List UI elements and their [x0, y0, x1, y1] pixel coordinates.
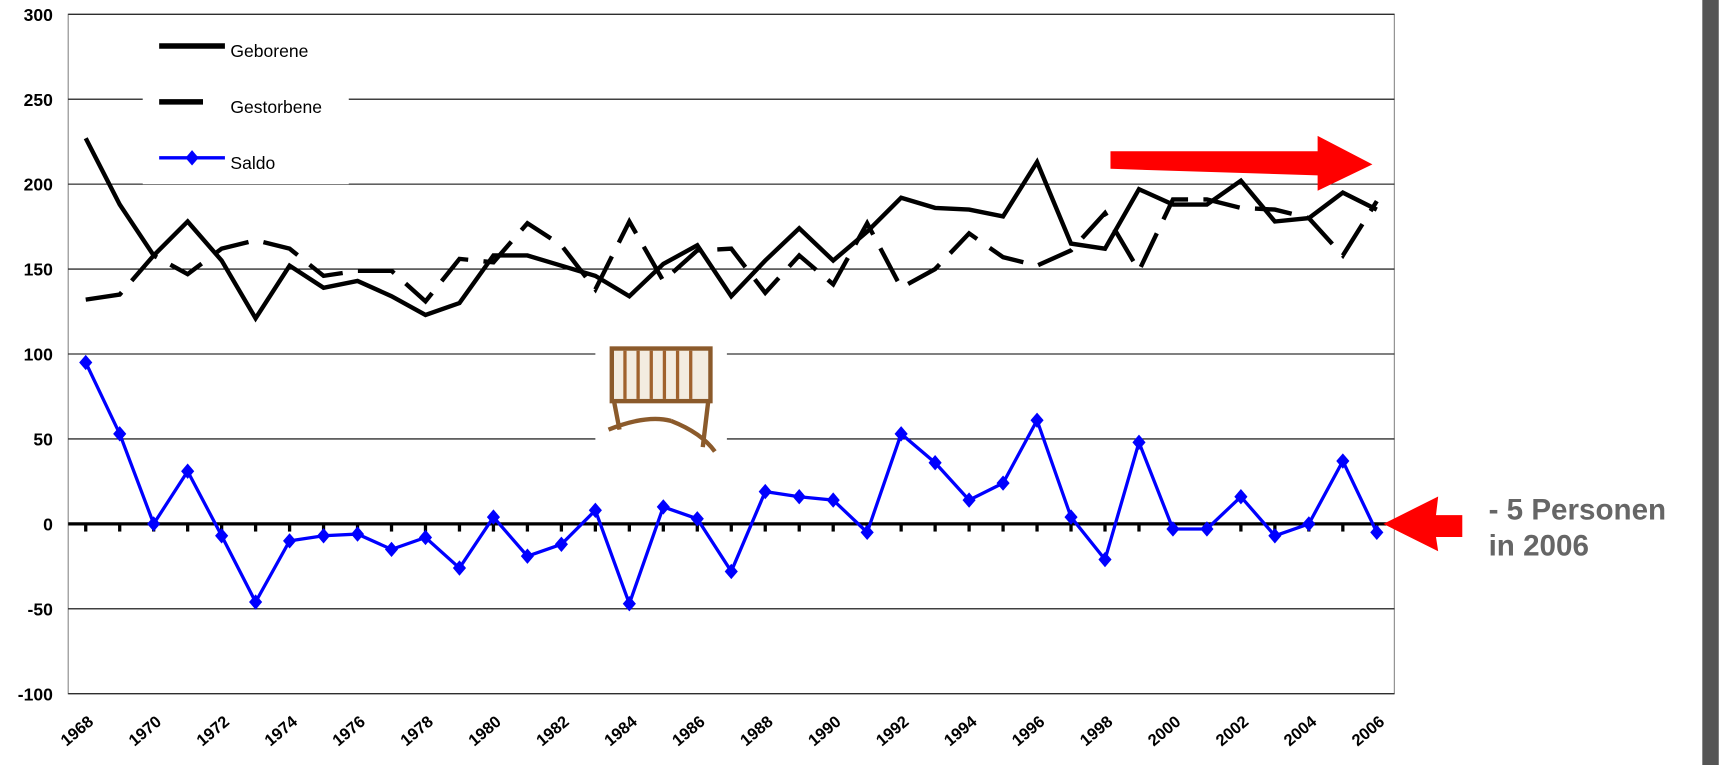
data-point — [758, 483, 772, 500]
data-point — [486, 509, 501, 525]
data-point — [588, 502, 602, 518]
legend-marker — [185, 150, 199, 166]
cradle-body — [609, 346, 713, 404]
x-tick-label: 2006 — [1349, 713, 1389, 750]
x-tick-label: 1994 — [941, 712, 981, 750]
data-point — [1132, 434, 1146, 451]
x-tick-label: 1972 — [193, 713, 233, 750]
data-point — [1336, 453, 1350, 469]
x-tick-label: 1986 — [669, 713, 709, 750]
trend-arrow — [1110, 135, 1373, 191]
annotation: - 5 Personen — [1489, 493, 1667, 526]
legend-label: Gestorbene — [230, 97, 322, 117]
data-point — [113, 426, 127, 442]
data-point — [181, 463, 195, 479]
data-point — [860, 524, 874, 541]
y-tick-label: 100 — [24, 345, 53, 365]
data-point — [826, 492, 840, 508]
x-tick-label: 1974 — [261, 712, 301, 750]
data-point — [894, 426, 908, 442]
data-point — [520, 548, 534, 564]
y-tick-label: 250 — [24, 90, 53, 110]
x-tick-label: 2002 — [1213, 713, 1253, 750]
x-tick-label: 1982 — [533, 713, 573, 750]
x-tick-label: 1984 — [601, 712, 641, 750]
x-tick-label: 1996 — [1009, 713, 1049, 750]
data-point — [622, 596, 636, 612]
x-tick-label: 1976 — [329, 713, 369, 750]
y-tick-label: -50 — [28, 599, 54, 619]
x-tick-label: 1992 — [873, 713, 913, 750]
series-line — [83, 137, 1378, 323]
x-tick-label: 1970 — [125, 713, 165, 750]
data-point — [1064, 509, 1078, 525]
data-point — [1030, 412, 1044, 428]
legend: Geborene Gestorbene Saldo — [142, 30, 349, 185]
y-tick-label: 0 — [43, 514, 53, 534]
x-tick-label: 1990 — [805, 713, 845, 750]
legend-label: Saldo — [230, 153, 275, 173]
data-point — [1234, 489, 1248, 505]
data-point — [249, 594, 263, 610]
data-point — [962, 492, 976, 508]
data-point — [79, 354, 93, 371]
data-point — [724, 563, 738, 580]
right-edge — [1702, 0, 1719, 765]
x-tick-label: 1998 — [1077, 713, 1117, 750]
data-point — [1370, 524, 1384, 541]
x-tick-label: 1980 — [465, 713, 505, 750]
data-point — [792, 489, 806, 505]
x-tick-label: 1988 — [737, 713, 777, 750]
x-tick-label: 1978 — [397, 713, 437, 750]
y-tick-label: 50 — [33, 430, 53, 450]
x-tick-label: 2004 — [1281, 712, 1321, 750]
y-tick-label: 150 — [24, 260, 53, 280]
data-point — [418, 529, 433, 546]
data-point — [928, 455, 942, 471]
cradle-image — [595, 330, 727, 465]
legend-label: Geborene — [230, 41, 308, 61]
series-line — [85, 197, 1379, 305]
data-point — [996, 475, 1010, 491]
pointer-arrow — [1383, 496, 1463, 552]
x-tick-label: 2000 — [1145, 713, 1185, 750]
y-tick-label: 200 — [24, 175, 53, 195]
data-point — [554, 536, 568, 552]
annotation: in 2006 — [1489, 530, 1589, 563]
data-point — [350, 526, 365, 542]
x-tick-label: 1968 — [58, 713, 98, 750]
y-tick-label: -100 — [18, 684, 53, 704]
cradle-rockers — [607, 400, 717, 453]
cradle-bars — [623, 350, 693, 399]
data-point — [384, 541, 399, 558]
y-tick-label: 300 — [24, 5, 53, 25]
